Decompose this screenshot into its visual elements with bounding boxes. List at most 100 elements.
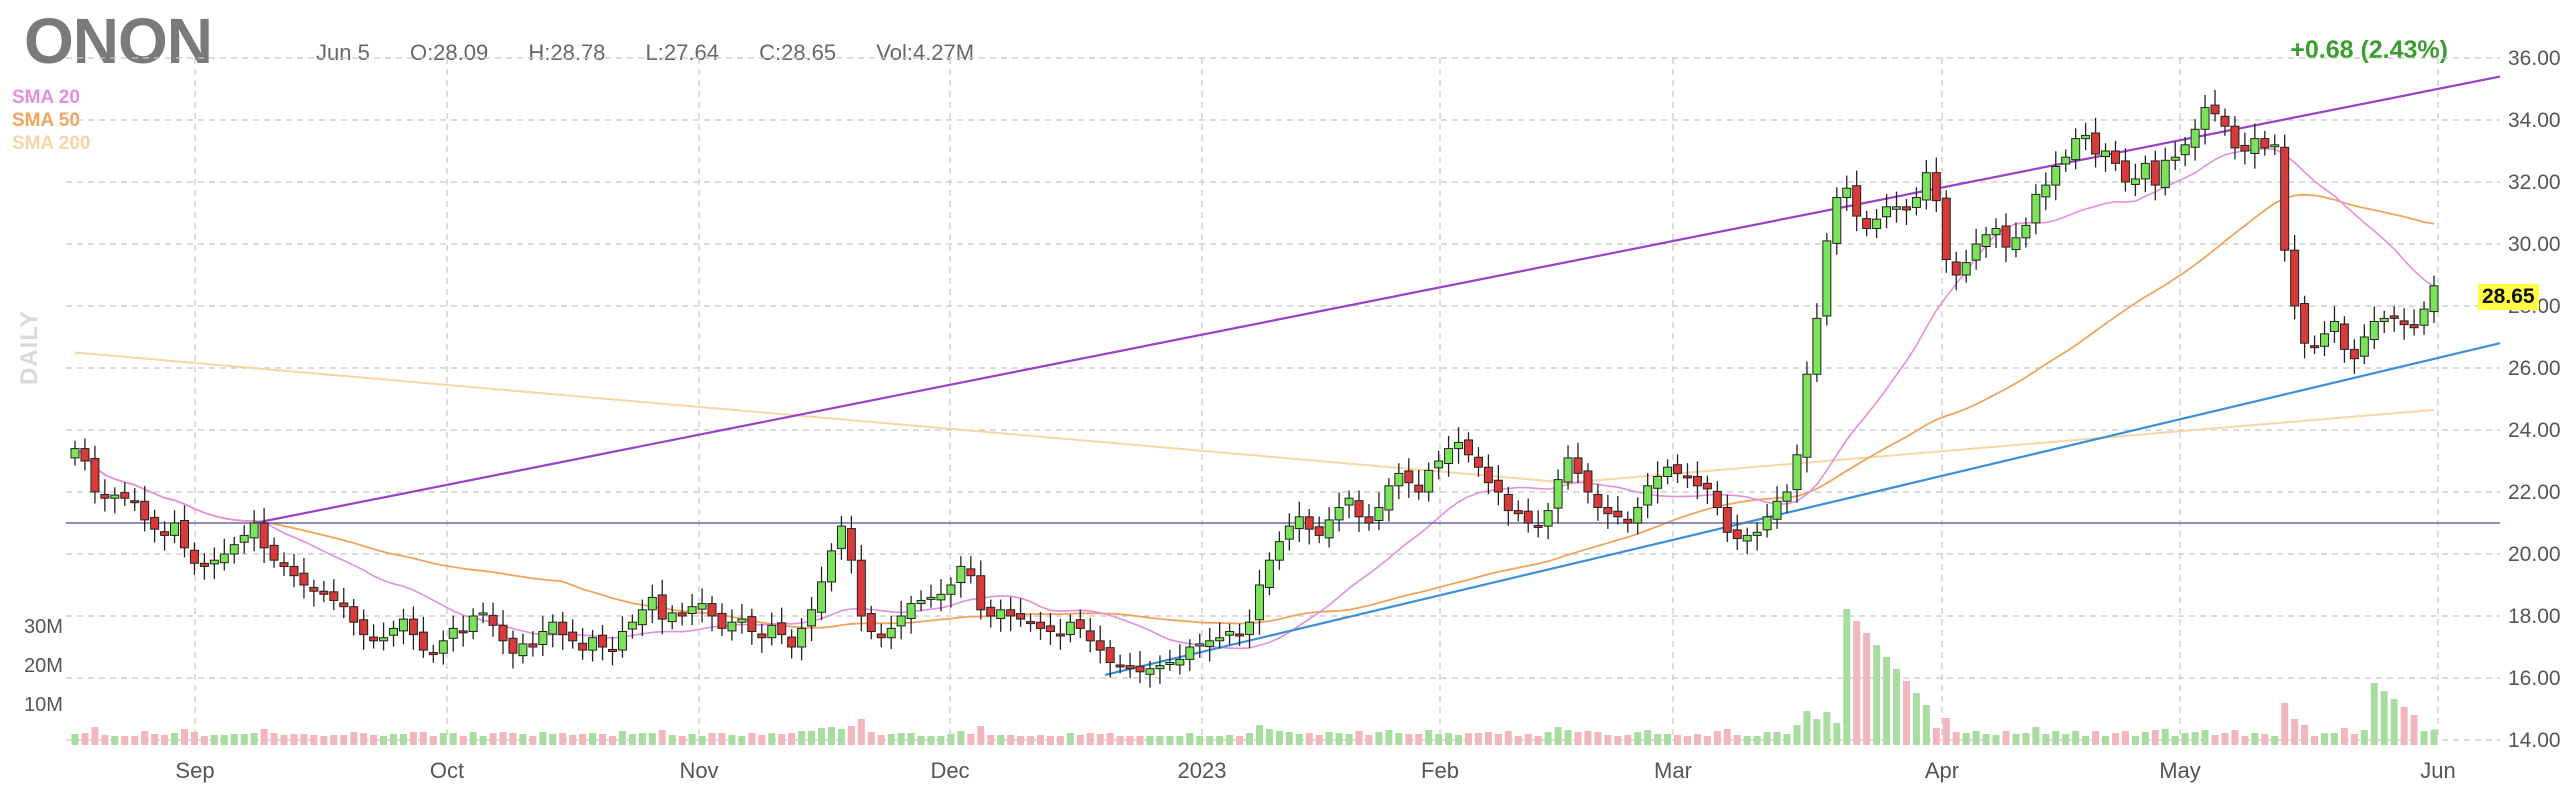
volume-bar	[250, 733, 258, 745]
volume-bar	[758, 735, 766, 745]
candle-body	[1872, 218, 1882, 229]
candle-body	[2250, 138, 2260, 154]
candle-body	[389, 627, 399, 636]
open-value: O:28.09	[409, 40, 489, 65]
low-value: L:27.64	[645, 40, 719, 65]
volume-bar	[2380, 691, 2388, 745]
volume-bar	[857, 719, 865, 745]
candle-body	[1334, 507, 1344, 521]
volume-bar	[479, 736, 487, 745]
candle-body	[2001, 225, 2011, 248]
candle-body	[1205, 640, 1215, 647]
candle-body	[558, 621, 568, 636]
candle-body	[1065, 621, 1075, 636]
volume-bar	[81, 733, 89, 745]
candle-body	[1344, 497, 1354, 506]
candle-body	[189, 549, 199, 564]
candle-body	[1414, 484, 1424, 493]
candle-body	[130, 500, 140, 504]
candle-body	[1921, 172, 1931, 201]
candle-body	[498, 624, 508, 642]
volume-bar	[837, 729, 845, 745]
chart-header: ONON Jun 5 O:28.09 H:28.78 L:27.64 C:28.…	[0, 0, 2565, 80]
candle-body	[369, 636, 379, 642]
volume-bar	[1425, 730, 1433, 745]
candle-body	[488, 614, 498, 626]
candle-body	[647, 596, 657, 611]
candle-body	[110, 494, 120, 499]
candle-body	[2349, 348, 2359, 360]
volume-bar	[927, 736, 935, 745]
candle-body	[1215, 637, 1225, 642]
candle-body	[339, 602, 349, 608]
volume-bar	[1644, 730, 1652, 745]
volume-bar	[907, 733, 915, 745]
volume-bar	[648, 733, 656, 745]
volume-bar	[1036, 735, 1044, 745]
candle-body	[1225, 631, 1235, 636]
volume-bar	[380, 736, 388, 745]
candle-body	[2200, 107, 2210, 130]
candle-body	[150, 516, 160, 530]
candle-body	[1364, 516, 1374, 524]
volume-bar	[1196, 736, 1204, 745]
volume-bar	[91, 727, 99, 745]
volume-bar	[499, 732, 507, 745]
candle-body	[279, 562, 289, 567]
volume-bar	[1693, 734, 1701, 745]
volume-bar	[1325, 732, 1333, 745]
candle-body	[1354, 500, 1364, 518]
volume-bar	[1773, 732, 1781, 745]
candle-body	[1692, 476, 1702, 487]
volume-axis: 30M 20M 10M	[24, 608, 63, 725]
volume-bar	[2042, 734, 2050, 745]
candle-body	[438, 640, 448, 654]
volume-bar	[1017, 736, 1025, 745]
x-tick-label: Jun	[2420, 758, 2455, 783]
volume-bar	[1076, 735, 1084, 745]
candle-body	[1682, 475, 1692, 479]
volume-bar	[1564, 730, 1572, 745]
candle-body	[379, 637, 389, 642]
candle-body	[2120, 160, 2130, 183]
candle-body	[1941, 197, 1951, 260]
volume-bar	[200, 736, 208, 745]
candle-body	[259, 522, 269, 549]
volume-bar	[1395, 733, 1403, 745]
volume-bar	[270, 733, 278, 745]
candle-body	[1613, 510, 1623, 518]
candle-body	[607, 648, 617, 652]
volume-bar	[1514, 736, 1522, 745]
candle-body	[2180, 144, 2190, 156]
candle-body	[1185, 646, 1195, 660]
volume-bar	[290, 734, 298, 745]
x-tick-label: Oct	[430, 758, 464, 783]
candle-body	[1026, 621, 1036, 625]
volume-bar	[1484, 732, 1492, 745]
candle-body	[1115, 664, 1125, 668]
candle-body	[1633, 507, 1643, 524]
candle-body	[926, 596, 936, 600]
volume-bar	[1634, 732, 1642, 745]
volume-bar	[161, 735, 169, 745]
volume-bar	[2171, 736, 2179, 745]
volume-bar	[1465, 733, 1473, 745]
volume-bar	[180, 729, 188, 745]
candle-body	[1424, 469, 1434, 493]
candle-body	[1842, 187, 1852, 198]
volume-bar	[827, 727, 835, 745]
volume-bar	[2141, 732, 2149, 745]
candle-body	[1812, 317, 1822, 375]
candle-body	[1593, 493, 1603, 509]
candle-body	[1732, 529, 1742, 540]
candle-body	[1782, 491, 1792, 502]
y-tick-label: 16.00	[2508, 667, 2561, 690]
volume-bar	[2121, 731, 2129, 745]
volume-bar	[2430, 729, 2438, 745]
volume-bar	[718, 733, 726, 745]
volume-bar	[628, 734, 636, 745]
y-tick-label: 30.00	[2508, 233, 2561, 256]
volume-bar	[638, 733, 646, 745]
candle-body	[1254, 584, 1264, 621]
volume-bar	[1474, 733, 1482, 745]
